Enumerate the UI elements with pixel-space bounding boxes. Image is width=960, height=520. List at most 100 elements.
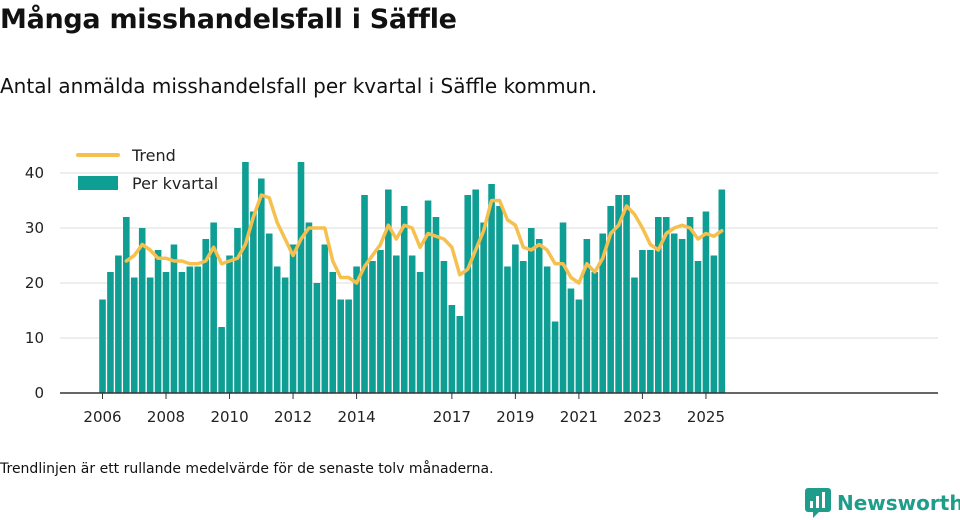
bar: [242, 162, 249, 393]
x-tick-label: 2014: [337, 408, 375, 426]
bar: [567, 288, 575, 393]
bar: [551, 321, 559, 393]
bar: [107, 272, 114, 393]
bar: [392, 255, 400, 393]
y-tick-label: 30: [25, 219, 44, 237]
bar: [186, 266, 194, 393]
x-tick-label: 2012: [274, 408, 312, 426]
bar: [464, 195, 472, 393]
bar: [146, 277, 154, 393]
bar: [400, 206, 408, 393]
brand: Newsworthy: [805, 488, 960, 518]
bar: [337, 299, 344, 393]
footnote: Trendlinjen är ett rullande medelvärde f…: [0, 461, 494, 477]
bar: [520, 261, 527, 393]
y-axis: 0 10 20 30 40: [25, 164, 44, 402]
trend-line: [124, 193, 724, 285]
brand-name: Newsworthy: [837, 491, 960, 515]
y-tick-label: 0: [34, 384, 44, 402]
bar: [313, 283, 321, 393]
bar: [575, 299, 583, 393]
bar: [480, 222, 487, 393]
bar: [369, 261, 376, 393]
bar: [631, 277, 638, 393]
bar: [702, 211, 710, 393]
x-tick-label: 2019: [496, 408, 534, 426]
legend-trend-label: Trend: [131, 146, 176, 165]
bar: [647, 250, 654, 393]
x-tick-label: 2010: [210, 408, 248, 426]
y-tick-label: 20: [25, 274, 44, 292]
bar: [281, 277, 289, 393]
x-axis: 2006 2008 2010 2012 2014 2017 2019 2021 2023 2025: [83, 393, 725, 426]
bar: [202, 239, 210, 393]
bar: [662, 217, 670, 393]
bar: [273, 266, 281, 393]
x-tick-label: 2021: [560, 408, 598, 426]
bar: [424, 200, 432, 393]
bar: [178, 272, 186, 393]
bar: [123, 217, 130, 393]
bar: [678, 239, 686, 393]
bar: [496, 206, 503, 393]
legend-bar-label: Per kvartal: [132, 174, 218, 193]
bar: [99, 299, 106, 393]
x-tick-label: 2023: [623, 408, 661, 426]
bar: [591, 272, 599, 393]
bar: [615, 195, 622, 393]
bar: [361, 195, 368, 393]
bar: [718, 189, 726, 393]
bar: [170, 244, 178, 393]
bar: [305, 222, 313, 393]
bar: [408, 255, 416, 393]
bar: [559, 222, 567, 393]
bar: [138, 228, 146, 393]
bar: [512, 244, 519, 393]
bar: [623, 195, 630, 393]
bar: [234, 228, 241, 393]
bar: [329, 272, 337, 393]
bar: [686, 217, 694, 393]
bar: [535, 239, 543, 393]
bar: [154, 250, 162, 393]
bar: [353, 266, 360, 393]
x-tick-label: 2025: [687, 408, 725, 426]
newsworthy-logo-icon: [805, 488, 831, 518]
bar: [115, 255, 122, 393]
bar: [694, 261, 702, 393]
bar: [194, 266, 202, 393]
x-tick-label: 2008: [147, 408, 185, 426]
x-tick-label: 2006: [83, 408, 121, 426]
bar: [297, 162, 305, 393]
bar: [543, 266, 551, 393]
bar: [639, 250, 646, 393]
bar: [448, 305, 456, 393]
bar: [258, 178, 265, 393]
bar: [218, 327, 225, 393]
bar: [472, 189, 479, 393]
bar-series: [99, 162, 726, 393]
bar: [710, 255, 718, 393]
bar: [599, 233, 607, 393]
y-tick-label: 40: [25, 164, 44, 182]
bar: [655, 217, 662, 393]
bar: [210, 222, 217, 393]
bar: [504, 266, 511, 393]
bar: [527, 228, 535, 393]
bar: [377, 250, 384, 393]
chart-title: Många misshandelsfall i Säffle: [0, 4, 457, 35]
legend: Trend Per kvartal: [76, 146, 218, 193]
bar: [265, 233, 273, 393]
bar: [250, 211, 257, 393]
bar: [583, 239, 591, 393]
bar: [385, 189, 392, 393]
bar: [416, 272, 424, 393]
bar: [162, 272, 170, 393]
chart-subtitle: Antal anmälda misshandelsfall per kvarta…: [0, 74, 598, 98]
bar: [488, 184, 495, 393]
x-tick-label: 2017: [433, 408, 471, 426]
y-tick-label: 10: [25, 329, 44, 347]
bar: [321, 244, 329, 393]
bar: [345, 299, 352, 393]
